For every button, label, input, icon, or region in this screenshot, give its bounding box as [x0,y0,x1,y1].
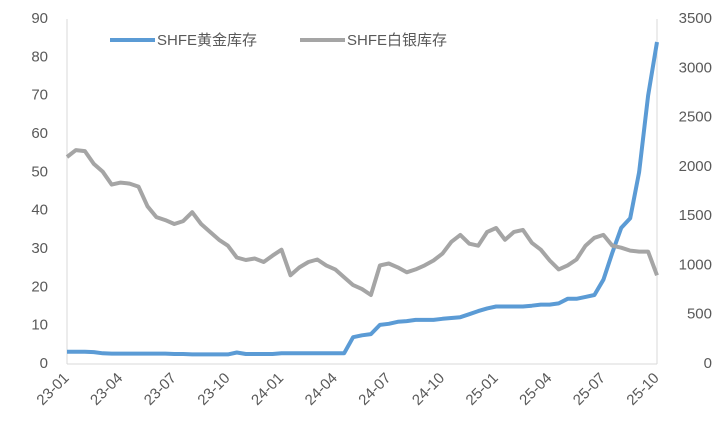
y-tick-label: 80 [31,48,48,65]
y-tick-label: 90 [31,10,48,27]
x-tick-label: 25-10 [623,370,662,409]
y-tick-label: 60 [31,125,48,142]
y-tick-label: 30 [31,240,48,257]
y2-tick-label: 1000 [679,256,712,273]
x-tick-label: 24-10 [409,370,448,409]
x-tick-label: 23-01 [33,370,72,409]
x-tick-label: 24-04 [302,370,341,409]
legend-label: SHFE黄金库存 [157,32,257,49]
y2-tick-label: 3500 [679,10,712,27]
y-tick-label: 0 [40,355,48,372]
y2-tick-label: 2500 [679,109,712,126]
y-tick-label: 50 [31,163,48,180]
x-tick-label: 25-07 [570,370,609,409]
y2-tick-label: 1500 [679,207,712,224]
x-tick-label: 23-04 [87,370,126,409]
x-tick-label: 24-01 [248,370,287,409]
x-tick-label: 25-04 [516,370,555,409]
y2-tick-label: 2000 [679,158,712,175]
x-tick-label: 23-07 [141,370,180,409]
series-line [67,41,659,357]
legend-label: SHFE白银库存 [347,32,447,49]
y2-tick-label: 500 [687,306,712,323]
x-tick-label: 23-10 [194,370,233,409]
y-tick-label: 40 [31,202,48,219]
y-tick-label: 10 [31,317,48,334]
series-line [65,148,659,297]
y2-tick-label: 3000 [679,59,712,76]
x-tick-label: 25-01 [463,370,502,409]
y2-tick-label: 0 [704,355,712,372]
x-tick-label: 24-07 [355,370,394,409]
y-tick-label: 20 [31,278,48,295]
y-tick-label: 70 [31,87,48,104]
